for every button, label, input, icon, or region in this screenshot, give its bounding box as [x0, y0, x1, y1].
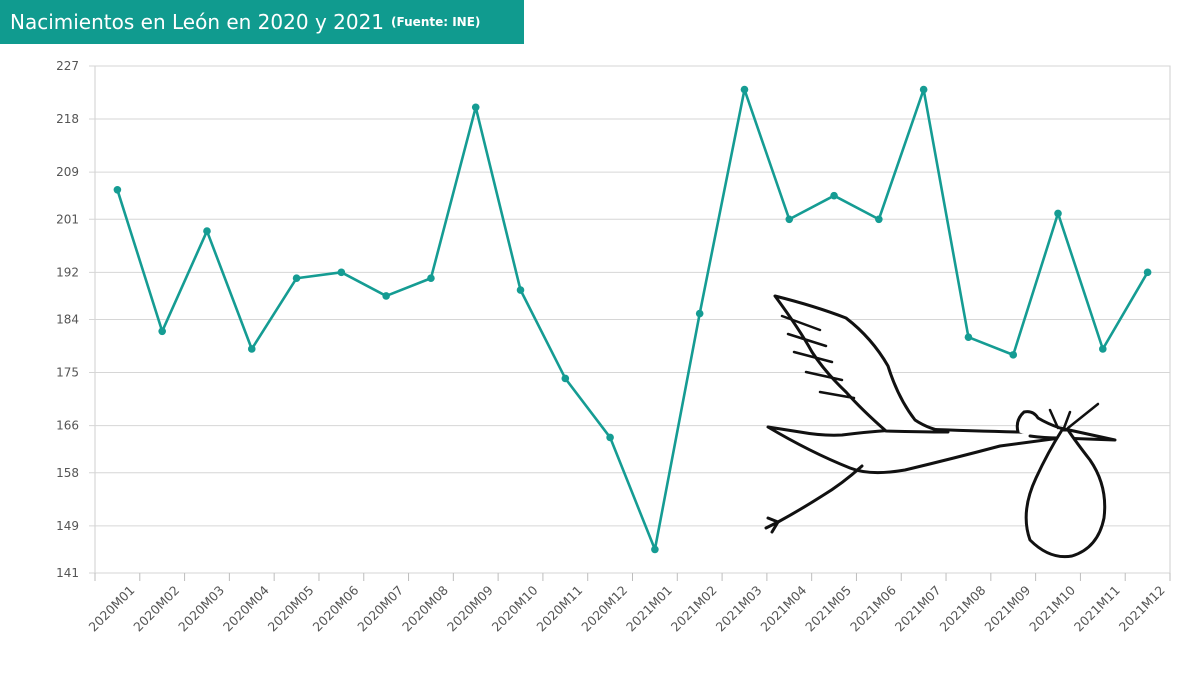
x-tick-label: 2020M07: [354, 583, 406, 635]
data-point: [1099, 345, 1107, 353]
x-tick-label: 2020M12: [578, 583, 630, 635]
data-point: [695, 309, 704, 318]
x-tick-label: 2020M09: [444, 582, 496, 634]
data-point: [113, 186, 122, 194]
x-tick-label: 2021M07: [892, 583, 944, 635]
x-tick-label: 2021M05: [802, 583, 854, 635]
y-tick-label: 141: [56, 566, 79, 580]
x-tick-label: 2020M02: [130, 583, 182, 635]
data-point: [785, 215, 794, 224]
y-tick-label: 184: [56, 313, 79, 327]
data-point: [561, 374, 570, 383]
y-tick-label: 175: [56, 366, 79, 380]
x-tick-label: 2020M06: [309, 582, 361, 634]
y-axis: 141 149 158 166 175 184 192 201 209 218 227: [56, 59, 79, 580]
data-point: [158, 327, 166, 336]
x-tick-label: 2020M01: [86, 583, 138, 635]
x-tick-label: 2020M10: [489, 582, 541, 634]
y-tick-label: 227: [56, 59, 79, 73]
chart-title: Nacimientos en León en 2020 y 2021: [10, 10, 385, 34]
x-tick-label: 2020M11: [533, 583, 585, 635]
data-point: [427, 274, 435, 283]
data-point: [1054, 209, 1062, 218]
data-point: [830, 191, 838, 200]
data-point: [337, 268, 346, 277]
data-point: [516, 286, 525, 294]
y-tick-label: 166: [56, 419, 79, 433]
x-axis: 2020M012020M022020M032020M042020M052020M…: [86, 573, 1171, 635]
data-point: [606, 433, 614, 442]
y-tick-label: 218: [56, 112, 79, 126]
grid: [89, 65, 1171, 574]
x-tick-label: 2020M08: [399, 582, 451, 634]
stork-carrying-bundle-icon: [764, 294, 1117, 559]
x-tick-label: 2020M05: [265, 583, 317, 635]
x-tick-label: 2021M02: [668, 583, 720, 635]
data-point: [1143, 268, 1152, 277]
data-point: [382, 292, 390, 300]
data-point: [875, 215, 883, 224]
data-point: [292, 274, 301, 283]
data-point: [471, 103, 480, 112]
y-tick-label: 192: [56, 265, 79, 279]
data-point: [203, 227, 211, 235]
y-tick-label: 201: [56, 212, 79, 226]
title-banner: Nacimientos en León en 2020 y 2021 (Fuen…: [0, 0, 524, 44]
series: [113, 85, 1152, 554]
x-tick-label: 2020M03: [175, 583, 227, 635]
data-point: [964, 333, 973, 341]
x-tick-label: 2021M04: [757, 582, 809, 634]
data-point: [247, 345, 256, 353]
x-tick-label: 2021M11: [1071, 583, 1123, 635]
data-point: [651, 545, 659, 554]
y-tick-label: 158: [56, 466, 79, 480]
x-tick-label: 2021M08: [937, 582, 989, 634]
series-line: [116, 88, 1149, 551]
x-tick-label: 2021M03: [713, 583, 765, 635]
y-tick-label: 209: [56, 165, 79, 179]
data-point: [740, 85, 749, 94]
x-tick-label: 2021M01: [623, 583, 675, 635]
x-tick-label: 2020M04: [220, 582, 272, 634]
x-tick-label: 2021M06: [847, 582, 899, 634]
y-tick-label: 149: [56, 519, 79, 533]
data-point: [1009, 351, 1018, 359]
x-tick-label: 2021M12: [1116, 583, 1168, 635]
data-point: [919, 85, 928, 94]
x-tick-label: 2021M09: [981, 582, 1033, 634]
source-note: (Fuente: INE): [391, 15, 481, 29]
x-tick-label: 2021M10: [1026, 582, 1078, 634]
